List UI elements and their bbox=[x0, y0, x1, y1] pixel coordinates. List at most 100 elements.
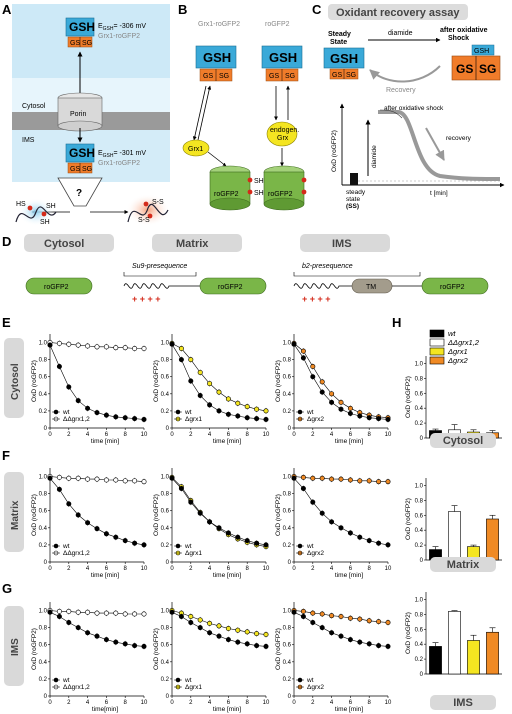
bar-chart-H-matrix: 0 0.2 0.4 0.6 0.8 1.0 OxD (roGFP2) Matrix bbox=[405, 478, 502, 572]
y-tick-label: 0.6 bbox=[415, 513, 424, 519]
panel-label-g: G bbox=[2, 581, 12, 596]
y-tick-label: 0.8 bbox=[39, 626, 48, 632]
y-tick-label: 0.6 bbox=[39, 509, 48, 515]
x-tick-label: 0 bbox=[48, 566, 52, 572]
point-wt bbox=[178, 357, 184, 363]
point-wt bbox=[75, 512, 81, 518]
point-wt bbox=[132, 416, 138, 422]
y-tick-label: 0.2 bbox=[283, 677, 292, 683]
x-tick-label: 8 bbox=[124, 566, 128, 572]
x-tick-label: 4 bbox=[208, 700, 212, 706]
legend-entry: wt bbox=[62, 543, 70, 550]
point-wt bbox=[329, 399, 335, 405]
point-wt bbox=[103, 637, 109, 643]
point-Δgrx2 bbox=[329, 476, 335, 482]
point-wt bbox=[319, 510, 325, 516]
y-tick-label: 0 bbox=[166, 426, 170, 432]
gsh-label-bottom: GSH bbox=[69, 146, 95, 160]
point-Δgrx1 bbox=[207, 620, 213, 626]
d-plus-matrix: + + + + bbox=[132, 294, 161, 304]
point-Δgrx2 bbox=[347, 477, 353, 483]
legend-entry: Δgrx1 bbox=[447, 347, 468, 356]
y-tick-label: 0.8 bbox=[161, 358, 170, 364]
c-shock: Shock bbox=[448, 35, 469, 42]
point-wt bbox=[94, 633, 100, 639]
row-labels: Cytosol Matrix IMS bbox=[4, 338, 24, 686]
x-tick-label: 6 bbox=[349, 566, 353, 572]
point-Δgrx1 bbox=[188, 614, 194, 620]
ss-label-2: S-S bbox=[138, 217, 150, 224]
x-axis-label: time [min] bbox=[335, 572, 363, 579]
y-tick-label: 1.0 bbox=[39, 475, 48, 481]
point-ΔΔgrx1,2 bbox=[85, 476, 91, 482]
line-chart-G2: 0 0.2 0.4 0.6 0.8 1.0 0 2 4 6 8 10 time [min] OxD (ro… bbox=[153, 602, 270, 713]
y-axis-label: OxD (roGFP2) bbox=[275, 494, 282, 536]
point-wt bbox=[347, 530, 353, 536]
c-diamide: diamide bbox=[388, 30, 413, 37]
b-sh-1: SH bbox=[254, 178, 264, 185]
y-tick-label: 0.6 bbox=[161, 509, 170, 515]
y-axis-label: OxD (roGFP2) bbox=[153, 360, 160, 402]
sg-top: SG bbox=[82, 40, 92, 47]
point-Δgrx1 bbox=[244, 629, 250, 635]
question-mark: ? bbox=[76, 188, 82, 199]
x-tick-label: 8 bbox=[368, 566, 372, 572]
y-axis-label: OxD (roGFP2) bbox=[275, 628, 282, 670]
y-tick-label: 0.6 bbox=[415, 391, 424, 397]
point-wt bbox=[376, 643, 382, 649]
y-tick-label: 0.4 bbox=[415, 406, 424, 412]
y-tick-label: 0.4 bbox=[283, 526, 292, 532]
porin-label: Porin bbox=[70, 111, 86, 118]
point-wt bbox=[178, 614, 184, 620]
b-gs-left: GS bbox=[203, 73, 213, 80]
y-tick-label: 0.6 bbox=[283, 375, 292, 381]
legend-entry: Δgrx2 bbox=[307, 416, 324, 423]
bar-ΔΔgrx1,2 bbox=[448, 511, 461, 561]
egsh-bottom: EGSH= -301 mV bbox=[98, 150, 146, 159]
point-wt bbox=[141, 542, 147, 548]
point-Δgrx1 bbox=[225, 625, 231, 631]
point-wt bbox=[366, 415, 372, 421]
x-tick-label: 6 bbox=[105, 700, 109, 706]
line-chart-E2: 0 0.2 0.4 0.6 0.8 1.0 0 2 4 6 8 10 time [min] OxD (ro… bbox=[153, 334, 270, 445]
point-Δgrx2 bbox=[300, 348, 306, 354]
y-axis-label: OxD (roGFP2) bbox=[405, 498, 412, 540]
point-wt bbox=[291, 609, 297, 615]
y-tick-label: 0.2 bbox=[39, 543, 48, 549]
point-Δgrx2 bbox=[319, 379, 325, 385]
point-Δgrx2 bbox=[310, 475, 316, 481]
panel-b: Grx1-roGFP2 roGFP2 GSH GS SG GSH GS SG G… bbox=[182, 21, 307, 211]
x-tick-label: 2 bbox=[67, 566, 71, 572]
y-tick-label: 0.2 bbox=[39, 409, 48, 415]
gs-bottom: GS bbox=[70, 166, 80, 173]
y-tick-label: 0.8 bbox=[39, 492, 48, 498]
point-Δgrx2 bbox=[310, 610, 316, 616]
line-chart-E1: 0 0.2 0.4 0.6 0.8 1.0 0 2 4 6 8 10 time [min] OxD (ro… bbox=[31, 334, 148, 445]
point-wt bbox=[310, 620, 316, 626]
b-sg-right: SG bbox=[285, 73, 295, 80]
d-b2-label: b2-presequence bbox=[302, 263, 353, 270]
x-tick-label: 6 bbox=[349, 432, 353, 438]
b-gsh-right bbox=[261, 45, 303, 69]
y-tick-label: 0.4 bbox=[283, 392, 292, 398]
legend-entry: wt bbox=[306, 677, 314, 684]
legend-swatch bbox=[429, 356, 445, 365]
y-axis-label: OxD (roGFP2) bbox=[275, 360, 282, 402]
point-wt bbox=[47, 475, 53, 481]
point-Δgrx2 bbox=[300, 474, 306, 480]
point-wt bbox=[357, 639, 363, 645]
x-tick-label: 10 bbox=[141, 700, 148, 706]
point-wt bbox=[263, 542, 269, 548]
point-wt bbox=[254, 540, 260, 546]
point-wt bbox=[169, 475, 175, 481]
x-axis-label: time [min] bbox=[213, 438, 241, 445]
x-tick-label: 6 bbox=[227, 432, 231, 438]
line-chart-F1: 0 0.2 0.4 0.6 0.8 1.0 0 2 4 6 8 10 time [min] OxD (ro… bbox=[31, 468, 148, 579]
y-tick-label: 0 bbox=[420, 436, 424, 442]
row-label-matrix: Matrix bbox=[10, 500, 21, 530]
y-tick-label: 1.0 bbox=[39, 609, 48, 615]
y-tick-label: 0.4 bbox=[415, 642, 424, 648]
c-xlabel: t [min] bbox=[430, 190, 448, 197]
y-tick-label: 0.4 bbox=[39, 392, 48, 398]
